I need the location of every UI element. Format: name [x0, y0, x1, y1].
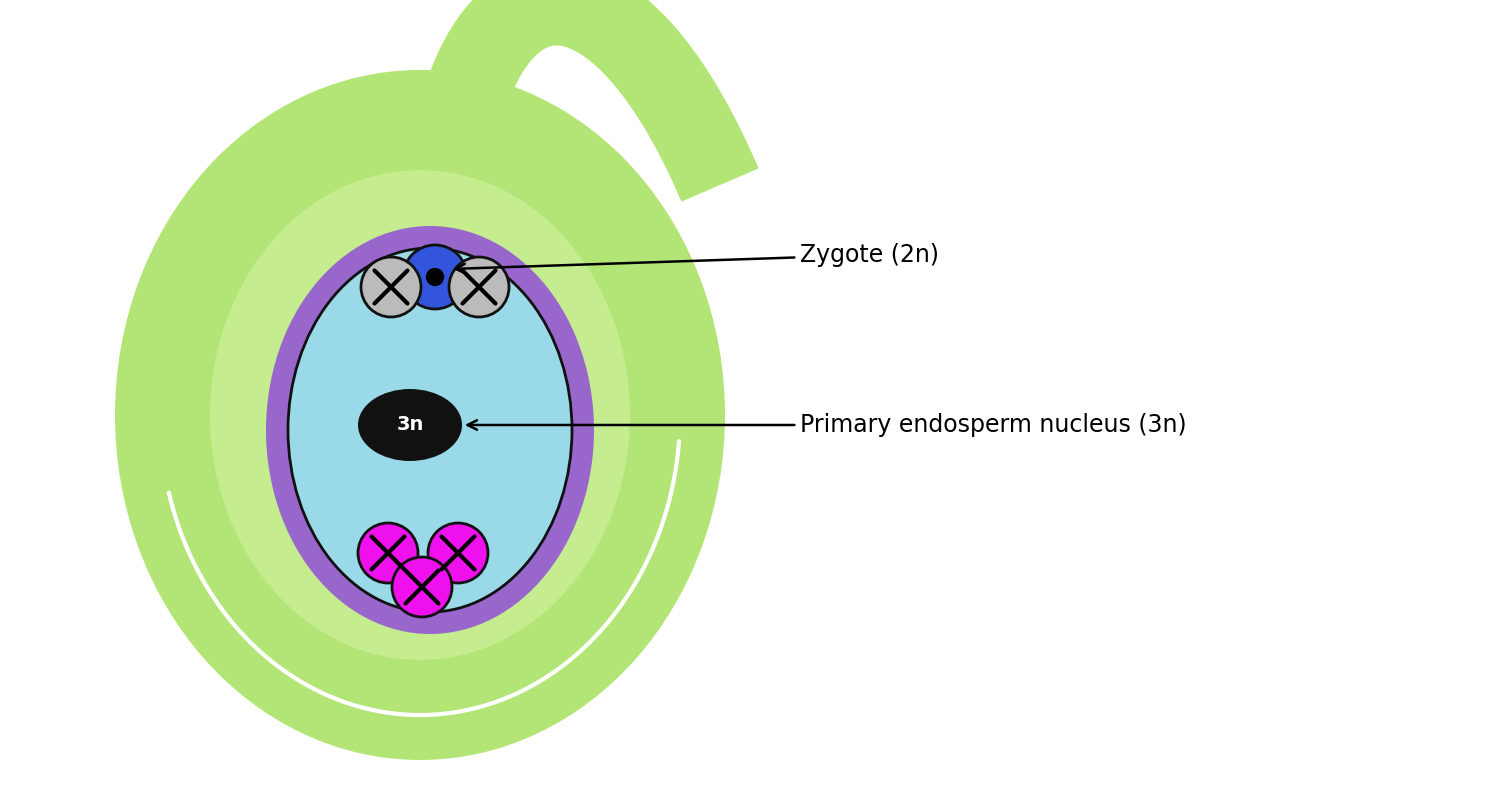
Text: Zygote (2n): Zygote (2n) [456, 243, 939, 273]
Circle shape [404, 245, 466, 309]
Circle shape [392, 557, 452, 617]
Circle shape [448, 257, 509, 317]
Ellipse shape [116, 70, 724, 760]
Circle shape [427, 523, 488, 583]
Polygon shape [430, 0, 759, 202]
Circle shape [426, 268, 444, 286]
Circle shape [358, 523, 419, 583]
Text: Primary endosperm nucleus (3n): Primary endosperm nucleus (3n) [468, 413, 1186, 437]
Ellipse shape [210, 170, 630, 660]
Ellipse shape [266, 226, 594, 634]
Ellipse shape [288, 248, 572, 612]
Text: 3n: 3n [396, 415, 423, 435]
Ellipse shape [358, 389, 462, 461]
Circle shape [362, 257, 422, 317]
